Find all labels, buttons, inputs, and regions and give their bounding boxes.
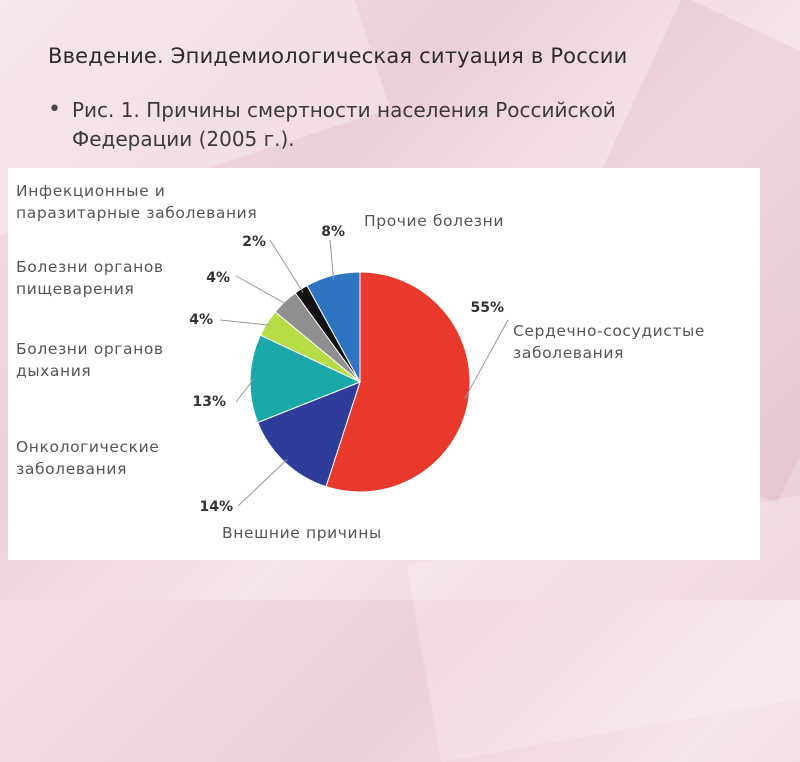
bullet-marker: • [48, 97, 61, 122]
pie-chart: 55% Сердечно-сосудистые заболевания 14% Внеш… [16, 182, 705, 542]
slice-category-label-line: Болезни органов [16, 258, 164, 276]
slice-percent-label: 13% [192, 394, 226, 410]
slice-percent-label: 55% [470, 300, 504, 316]
slice-category-label-line: Онкологические [16, 438, 159, 456]
slice-percent-label: 14% [199, 499, 233, 515]
slice-category-label-line: заболевания [16, 460, 127, 478]
slice-category-label-line: дыхания [16, 362, 91, 380]
leader-line [219, 319, 271, 326]
leader-line [464, 319, 509, 399]
slice-category-label-line: заболевания [513, 344, 624, 362]
slice-percent-label: 4% [206, 270, 230, 286]
pie-slice [306, 271, 361, 383]
pie-slice [249, 334, 362, 424]
leader-line [237, 458, 288, 507]
slice-labels: 55% Сердечно-сосудистые заболевания 14% Внеш… [16, 182, 705, 542]
slice-category-label: Онкологические заболевания [16, 438, 159, 478]
pie-slice [325, 271, 471, 493]
slice-category-label-line: пищеварения [16, 280, 134, 298]
leader-line [329, 239, 335, 280]
slice-percent-label: 2% [242, 234, 266, 250]
pie-slices [249, 271, 471, 493]
slide-title: Введение. Эпидемиологическая ситуация в … [48, 44, 628, 68]
leader-lines [219, 239, 509, 507]
figure-caption-line: Рис. 1. Причины смертности населения Рос… [72, 98, 616, 122]
leader-line [269, 239, 304, 293]
slice-category-label-line: Сердечно-сосудистые [513, 322, 705, 340]
slice-category-label-line: Инфекционные и [16, 182, 165, 200]
slice-category-label: Болезни органов дыхания [16, 340, 164, 380]
slice-percent-label: 8% [321, 224, 345, 240]
figure-caption: Рис. 1. Причины смертности населения Рос… [72, 96, 732, 154]
leader-line [235, 378, 255, 403]
slice-category-label-line: Внешние причины [222, 524, 382, 542]
slice-category-label: Сердечно-сосудистые заболевания [513, 322, 705, 362]
slice-category-label: Болезни органов пищеварения [16, 258, 164, 298]
slice-category-label-line: Прочие болезни [364, 212, 504, 230]
slice-category-label: Внешние причины [222, 524, 382, 542]
leader-line [235, 275, 288, 306]
slice-category-label: Инфекционные и паразитарные заболевания [16, 182, 257, 222]
chart-panel: 55% Сердечно-сосудистые заболевания 14% Внеш… [8, 168, 760, 560]
slice-category-label-line: Болезни органов [16, 340, 164, 358]
slice-category-label-line: паразитарные заболевания [16, 204, 257, 222]
figure-caption-line: Федерации (2005 г.). [72, 127, 295, 151]
slice-percent-label: 4% [189, 312, 213, 328]
slice-category-label: Прочие болезни [364, 212, 504, 230]
